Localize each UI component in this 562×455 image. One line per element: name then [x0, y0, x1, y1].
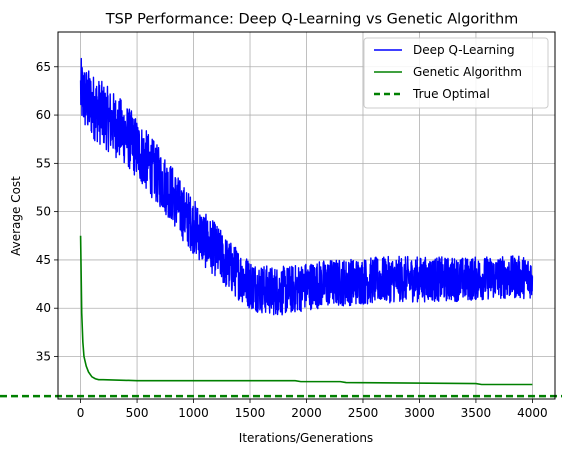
legend-label-true-optimal: True Optimal	[412, 87, 490, 101]
y-tick-label: 65	[36, 60, 51, 74]
series-deep-q-learning	[79, 57, 534, 316]
x-tick-label: 4000	[517, 406, 548, 420]
x-tick-label: 2000	[291, 406, 322, 420]
x-axis-label: Iterations/Generations	[239, 431, 373, 445]
x-tick-label: 3000	[404, 406, 435, 420]
y-axis-label: Average Cost	[9, 176, 23, 256]
y-tick-label: 40	[36, 301, 51, 315]
y-tick-label: 50	[36, 205, 51, 219]
x-tick-label: 0	[77, 406, 85, 420]
series-layer	[0, 57, 562, 398]
y-tick-label: 60	[36, 108, 51, 122]
x-tick-label: 3500	[461, 406, 492, 420]
x-tick-label: 500	[126, 406, 149, 420]
x-tick-label: 2500	[348, 406, 379, 420]
x-tick-label: 1500	[235, 406, 266, 420]
legend: Deep Q-Learning Genetic Algorithm True O…	[363, 37, 549, 109]
grid-layer	[58, 32, 555, 399]
tick-layer: 0 500 1000 1500 2000 2500 3000 3500 4000 35 40 45 50…	[36, 60, 548, 420]
y-tick-label: 35	[36, 350, 51, 364]
y-tick-label: 55	[36, 156, 51, 170]
legend-label-deep-q: Deep Q-Learning	[413, 43, 515, 57]
y-tick-label: 45	[36, 253, 51, 267]
legend-label-genetic: Genetic Algorithm	[413, 65, 522, 79]
series-genetic-algorithm	[79, 235, 533, 386]
x-tick-label: 1000	[178, 406, 209, 420]
legend-box	[363, 37, 549, 109]
chart-title: TSP Performance: Deep Q-Learning vs Gene…	[105, 12, 519, 28]
